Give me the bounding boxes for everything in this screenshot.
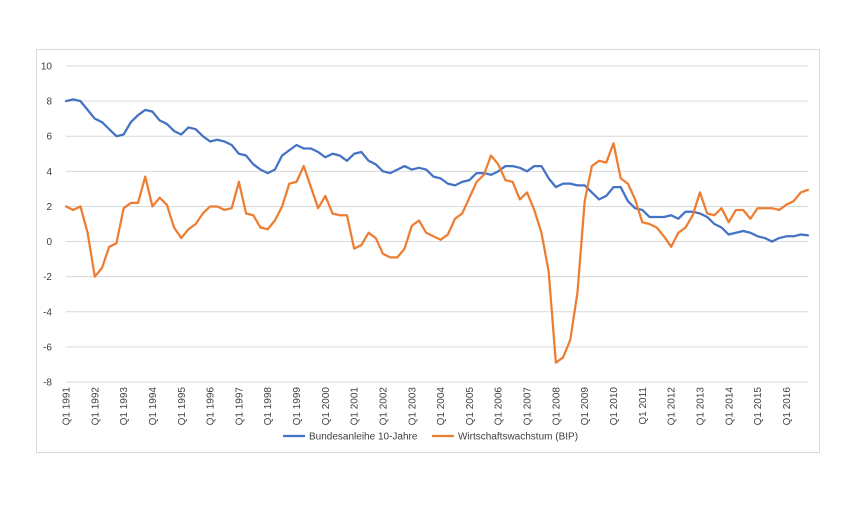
x-tick-label: Q1 1994 xyxy=(148,387,159,426)
y-tick-label: 10 xyxy=(41,62,53,73)
gridlines xyxy=(66,65,808,383)
x-tick-label: Q1 2006 xyxy=(494,387,505,426)
y-tick-label: 4 xyxy=(46,167,52,178)
x-tick-label: Q1 2004 xyxy=(436,387,447,426)
legend: Bundesanleihe 10-Jahre Wirtschaftswachstu… xyxy=(283,432,578,443)
x-tick-label: Q1 1997 xyxy=(234,387,245,426)
series-line-1 xyxy=(64,98,810,243)
x-tick-label: Q1 1991 xyxy=(62,387,73,426)
chart-area xyxy=(36,49,820,453)
x-tick-label: Q1 2003 xyxy=(407,387,418,426)
x-tick-label: Q1 2009 xyxy=(580,387,591,426)
y-tick-label: -6 xyxy=(43,342,52,353)
x-tick-label: Q1 1999 xyxy=(292,387,303,426)
x-tick-label: Q1 2002 xyxy=(378,387,389,426)
x-tick-label: Q1 1995 xyxy=(177,387,188,426)
y-tick-label: -4 xyxy=(43,307,52,318)
x-tick-label: Q1 2008 xyxy=(551,387,562,426)
x-tick-label: Q1 1993 xyxy=(119,387,130,426)
x-tick-label: Q1 1996 xyxy=(206,387,217,426)
x-tick-label: Q1 2016 xyxy=(782,387,793,426)
x-tick-label: Q1 2010 xyxy=(609,387,620,426)
x-tick-label: Q1 2014 xyxy=(724,387,735,426)
x-tick-label: Q1 2007 xyxy=(523,387,534,426)
legend-label: Wirtschaftswachstum (BIP) xyxy=(458,432,578,443)
y-tick-label: 0 xyxy=(46,237,52,248)
x-tick-label: Q1 1998 xyxy=(263,387,274,426)
x-axis-tick-labels: Q1 1991 Q1 1992 Q1 1993 Q1 1994 Q1 1995 Q1 19… xyxy=(62,387,793,426)
x-tick-label: Q1 1992 xyxy=(90,387,101,426)
x-tick-label: Q1 2005 xyxy=(465,387,476,426)
y-tick-label: 2 xyxy=(46,202,52,213)
x-tick-label: Q1 2015 xyxy=(753,387,764,426)
legend-label: Bundesanleihe 10-Jahre xyxy=(309,432,418,443)
x-tick-label: Q1 2013 xyxy=(695,387,706,426)
y-tick-label: -8 xyxy=(43,378,52,389)
y-tick-label: 8 xyxy=(46,97,52,108)
x-tick-label: Q1 2011 xyxy=(638,387,649,425)
y-tick-label: -2 xyxy=(43,272,52,283)
x-tick-label: Q1 2000 xyxy=(321,387,332,426)
y-tick-label: 6 xyxy=(46,132,52,143)
x-tick-label: Q1 2012 xyxy=(667,387,678,426)
series-lines xyxy=(64,98,810,364)
x-tick-label: Q1 2001 xyxy=(350,387,361,426)
series-line-2 xyxy=(64,142,810,364)
y-axis-tick-labels: 10 8 6 4 2 0 -2 -4 -6 -8 xyxy=(41,62,53,389)
